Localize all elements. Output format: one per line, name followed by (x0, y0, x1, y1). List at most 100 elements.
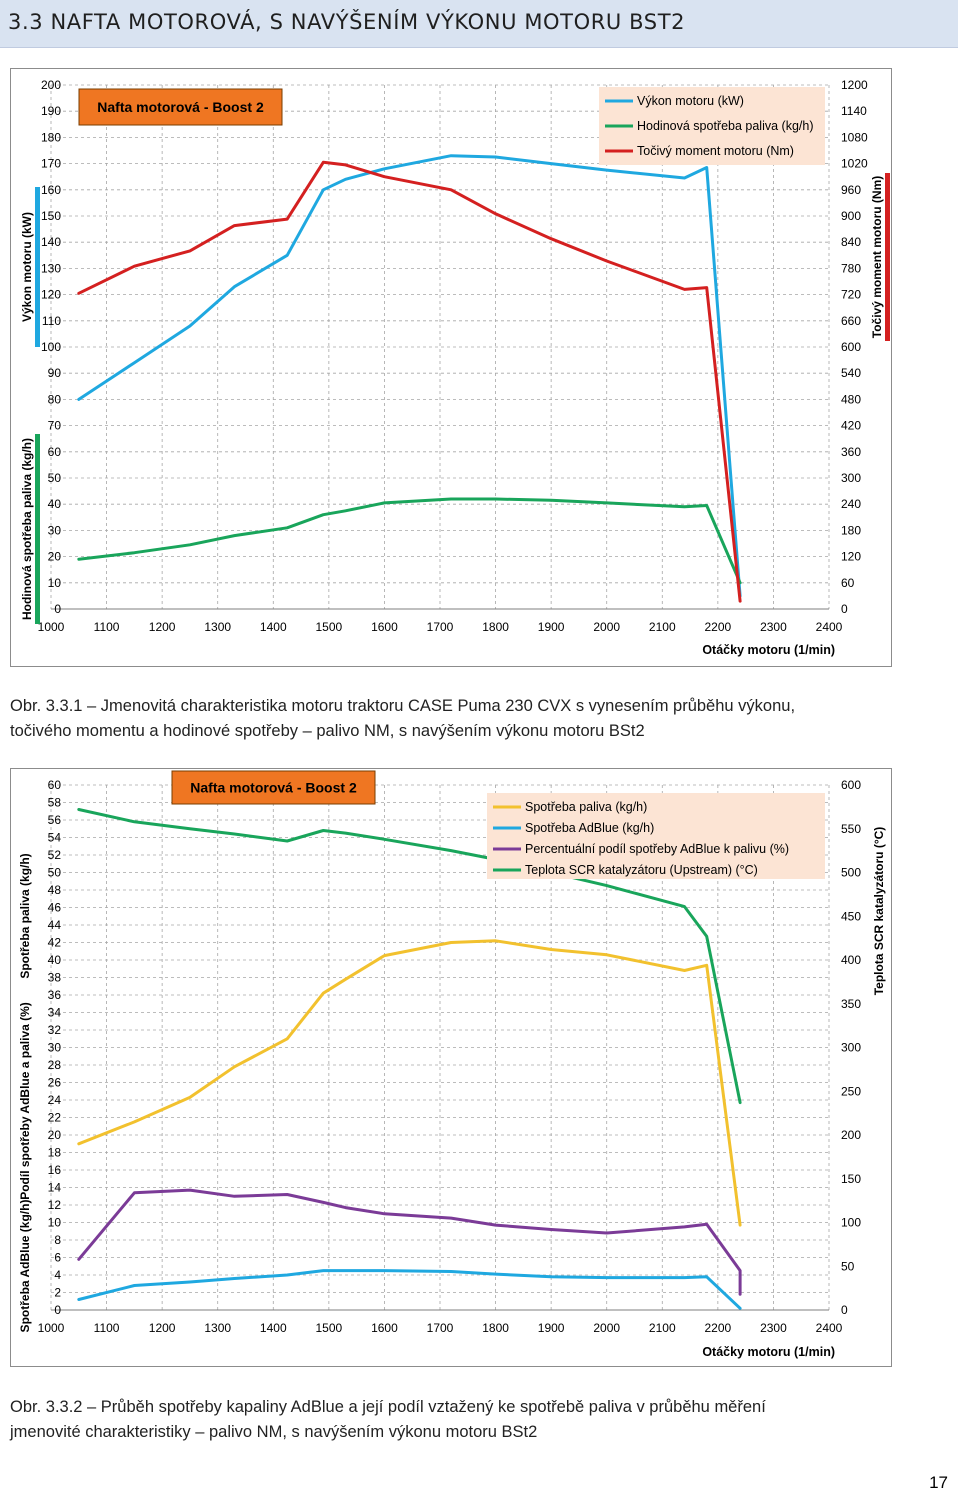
y-tick-label-right: 420 (841, 419, 861, 433)
x-tick-label: 1000 (38, 620, 65, 634)
y-tick-label-right: 480 (841, 392, 861, 406)
y-tick-label-right: 1080 (841, 130, 868, 144)
x-tick-label: 1500 (316, 1321, 343, 1335)
y-tick-label-left: 14 (48, 1181, 62, 1195)
y-tick-label-left: 16 (48, 1163, 62, 1177)
x-tick-label: 2000 (593, 620, 620, 634)
y-tick-label-right: 350 (841, 997, 861, 1011)
x-tick-label: 2100 (649, 620, 676, 634)
y-axis-title-left: Podíl spotřeby AdBlue a paliva (%) (18, 1002, 32, 1200)
y-tick-label-left: 40 (48, 953, 62, 967)
axis-color-bar (35, 434, 40, 624)
y-tick-label-right: 0 (841, 602, 848, 616)
x-tick-label: 2400 (816, 620, 843, 634)
y-tick-label-right: 60 (841, 576, 855, 590)
y-tick-label-left: 100 (41, 340, 61, 354)
y-tick-label-left: 36 (48, 988, 62, 1002)
y-tick-label-right: 300 (841, 1041, 861, 1055)
y-tick-label-right: 450 (841, 909, 861, 923)
legend-box (599, 87, 825, 165)
y-axis-title-right: Teplota SCR katalyzátoru (°C) (872, 827, 886, 996)
chart-title: Nafta motorová - Boost 2 (190, 780, 357, 796)
y-tick-label-left: 24 (48, 1093, 62, 1107)
axis-color-bar (35, 187, 40, 347)
y-tick-label-left: 2 (54, 1286, 61, 1300)
y-tick-label-left: 40 (48, 497, 62, 511)
chart-2-frame: 0 2 4 6 8 10 12 14 16 18 20 22 24 26 28 30 32 34 36 38 40 42 4… (10, 768, 892, 1367)
x-tick-label: 1200 (149, 1321, 176, 1335)
y-tick-label-left: 130 (41, 261, 61, 275)
y-tick-label-right: 500 (841, 866, 861, 880)
section-heading-bar: 3.3 NAFTA MOTOROVÁ, S NAVÝŠENÍM VÝKONU M… (0, 0, 958, 48)
series-line (77, 154, 742, 598)
series-line (77, 939, 742, 1227)
y-tick-label-left: 54 (48, 831, 62, 845)
y-tick-label-left: 18 (48, 1146, 62, 1160)
caption-1: Obr. 3.3.1 – Jmenovitá charakteristika m… (10, 694, 950, 744)
y-tick-label-right: 100 (841, 1216, 861, 1230)
y-tick-label-left: 26 (48, 1076, 62, 1090)
legend-box (487, 793, 825, 879)
y-axis-title-right: Točivý moment motoru (Nm) (870, 176, 884, 338)
caption-1-line-2: točivého momentu a hodinové spotřeby – p… (10, 722, 645, 740)
y-tick-label-left: 4 (54, 1268, 61, 1282)
y-tick-label-left: 90 (48, 366, 62, 380)
y-tick-label-left: 8 (54, 1233, 61, 1247)
y-axis-title-left: Hodinová spotřeba paliva (kg/h) (20, 438, 34, 620)
axis-color-bar (885, 173, 890, 341)
y-tick-label-right: 400 (841, 953, 861, 967)
legend-label: Točivý moment motoru (Nm) (637, 144, 794, 158)
legend-label: Spotřeba AdBlue (kg/h) (525, 821, 654, 835)
y-tick-label-right: 1020 (841, 157, 868, 171)
x-tick-label: 1700 (427, 1321, 454, 1335)
legend-label: Spotřeba paliva (kg/h) (525, 800, 647, 814)
y-tick-label-left: 50 (48, 866, 62, 880)
x-tick-label: 1000 (38, 1321, 65, 1335)
x-tick-label: 1900 (538, 1321, 565, 1335)
chart-title-box (171, 770, 376, 805)
y-tick-label-right: 1200 (841, 78, 868, 92)
x-tick-label: 1400 (260, 1321, 287, 1335)
x-tick-label: 2300 (760, 620, 787, 634)
chart-1: 0102030405060708090100110120130140150160… (20, 78, 890, 657)
chart-1-frame: 0 10 20 30 40 50 60 70 80 90 100 110 120 130 140 150 160… (10, 68, 892, 667)
y-axis-title-left: Spotřeba paliva (kg/h) (18, 853, 32, 978)
x-tick-label: 2400 (816, 1321, 843, 1335)
legend-label: Percentuální podíl spotřeby AdBlue k pal… (525, 842, 789, 856)
y-tick-label-left: 0 (54, 1303, 61, 1317)
y-tick-label-left: 58 (48, 796, 62, 810)
y-tick-label-right: 360 (841, 445, 861, 459)
series-line (77, 160, 742, 603)
y-tick-label-left: 42 (48, 936, 62, 950)
legend-label: Výkon motoru (kW) (637, 94, 744, 108)
chart-2: 0246810121416182022242628303234363840424… (18, 770, 886, 1359)
y-tick-label-right: 200 (841, 1128, 861, 1142)
y-tick-label-left: 48 (48, 883, 62, 897)
y-tick-label-left: 34 (48, 1006, 62, 1020)
chart-title-box (78, 88, 283, 126)
y-tick-label-left: 12 (48, 1198, 62, 1212)
y-tick-label-left: 60 (48, 778, 62, 792)
x-tick-label: 1100 (94, 1321, 120, 1335)
y-tick-label-left: 30 (48, 1041, 62, 1055)
x-tick-label: 1700 (427, 620, 454, 634)
y-tick-label-right: 720 (841, 288, 861, 302)
y-tick-label-left: 10 (48, 576, 62, 590)
x-tick-label: 1300 (204, 620, 231, 634)
x-tick-label: 1600 (371, 620, 398, 634)
y-axis-title-left: Spotřeba AdBlue (kg/h) (18, 1200, 32, 1333)
legend-label: Teplota SCR katalyzátoru (Upstream) (°C) (525, 863, 758, 877)
y-tick-label-left: 200 (41, 78, 61, 92)
series-line (77, 808, 742, 1105)
y-tick-label-left: 190 (41, 104, 61, 118)
x-axis-title: Otáčky motoru (1/min) (702, 1345, 835, 1359)
chart-title: Nafta motorová - Boost 2 (97, 99, 264, 115)
section-heading: 3.3 NAFTA MOTOROVÁ, S NAVÝŠENÍM VÝKONU M… (8, 10, 686, 34)
y-tick-label-right: 660 (841, 314, 861, 328)
y-tick-label-right: 250 (841, 1084, 861, 1098)
y-tick-label-right: 0 (841, 1303, 848, 1317)
y-tick-label-right: 240 (841, 497, 861, 511)
caption-2-line-1: Obr. 3.3.2 – Průběh spotřeby kapaliny Ad… (10, 1398, 766, 1416)
x-tick-label: 1600 (371, 1321, 398, 1335)
y-tick-label-left: 30 (48, 523, 62, 537)
